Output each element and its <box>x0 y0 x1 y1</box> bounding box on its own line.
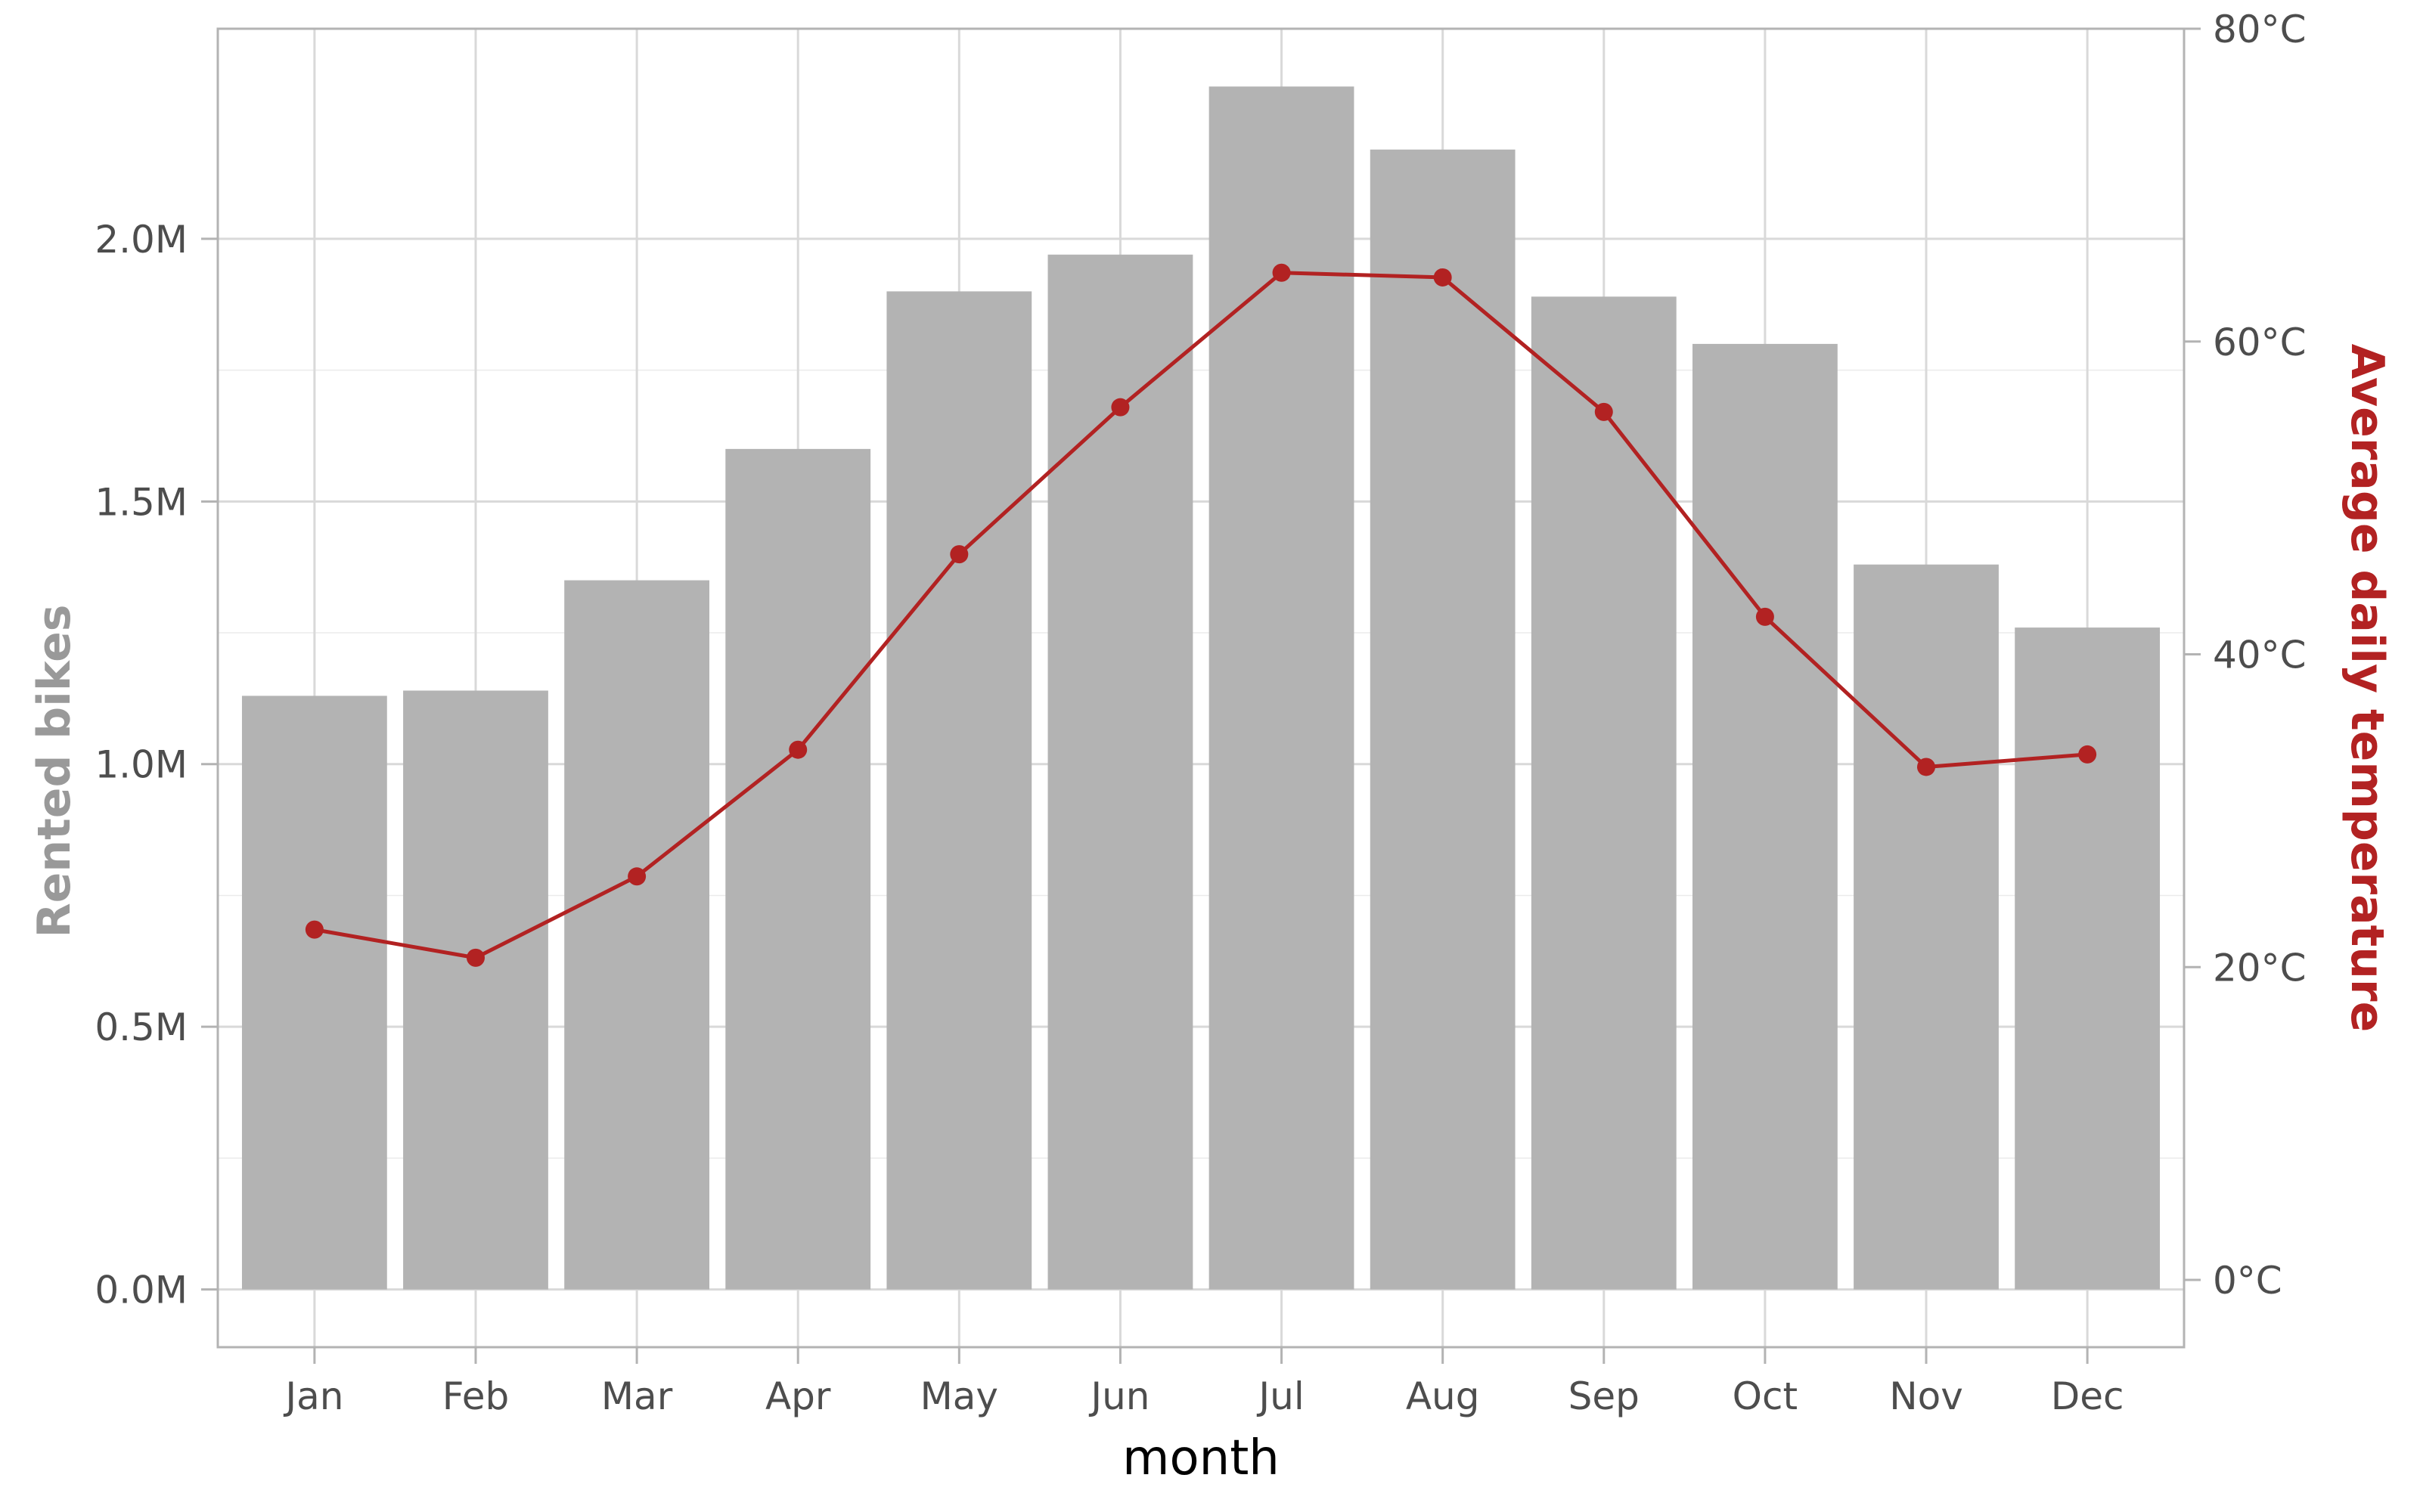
bar-nov <box>1854 564 1999 1290</box>
temperature-point-jun <box>1111 398 1130 417</box>
temperature-point-jan <box>305 920 324 939</box>
temperature-point-may <box>950 545 969 564</box>
bar-mar <box>564 580 709 1290</box>
x-axis-title: month <box>1122 1430 1280 1486</box>
x-tick-label: Nov <box>1889 1374 1963 1418</box>
temperature-point-apr <box>789 740 808 759</box>
temperature-point-aug <box>1433 268 1452 287</box>
temperature-point-dec <box>2078 745 2097 764</box>
y2-axis-title: Average daily temperature <box>2341 344 2394 1033</box>
x-axis: Jan Feb Mar Apr May Jun Jul Aug Sep Oct Nov Dec <box>283 1347 2124 1418</box>
y2-tick-label: 0°C <box>2213 1259 2282 1303</box>
y2-tick-label: 80°C <box>2213 8 2307 51</box>
bar-jul <box>1208 86 1354 1290</box>
y-tick-label: 1.5M <box>95 480 188 524</box>
y-axis-left: 0.0M 0.5M 1.0M 1.5M 2.0M <box>95 218 218 1312</box>
x-tick-label: Jun <box>1088 1374 1150 1418</box>
temperature-point-jul <box>1272 263 1291 282</box>
bar-series <box>241 86 2161 1290</box>
x-tick-label: May <box>920 1374 998 1418</box>
temperature-point-nov <box>1917 758 1936 776</box>
bar-sep <box>1531 296 1677 1290</box>
y-tick-label: 0.5M <box>95 1005 188 1049</box>
bar-feb <box>403 690 548 1290</box>
y2-tick-label: 60°C <box>2213 321 2307 364</box>
bar-oct <box>1692 343 1838 1290</box>
x-tick-label: Mar <box>601 1374 673 1418</box>
x-tick-label: Dec <box>2051 1374 2124 1418</box>
x-tick-label: Oct <box>1733 1374 1798 1418</box>
y-axis-right: 0°C 20°C 40°C 60°C 80°C <box>2184 8 2307 1303</box>
y2-tick-label: 40°C <box>2213 634 2307 677</box>
temperature-point-mar <box>628 867 647 886</box>
temperature-point-oct <box>1755 607 1774 626</box>
bar-apr <box>725 448 871 1290</box>
bar-dec <box>2015 627 2161 1290</box>
x-tick-label: Jan <box>283 1374 343 1418</box>
x-tick-label: Aug <box>1406 1374 1480 1418</box>
x-tick-label: Jul <box>1256 1374 1304 1418</box>
temperature-line <box>314 271 2088 960</box>
y-axis-title: Rented bikes <box>28 604 81 937</box>
temperature-series <box>305 263 2097 967</box>
x-tick-label: Sep <box>1568 1374 1640 1418</box>
bar-may <box>886 291 1032 1290</box>
bar-aug <box>1370 149 1516 1290</box>
y-tick-label: 2.0M <box>95 218 188 262</box>
y-tick-label: 1.0M <box>95 743 188 787</box>
x-tick-label: Feb <box>442 1374 510 1418</box>
y2-tick-label: 20°C <box>2213 946 2307 990</box>
y-tick-label: 0.0M <box>95 1269 188 1312</box>
bar-jan <box>241 696 387 1290</box>
panel-border <box>216 27 2186 1349</box>
temperature-point-feb <box>466 948 485 967</box>
bar-jun <box>1047 254 1193 1290</box>
x-tick-label: Apr <box>765 1374 831 1418</box>
temperature-point-sep <box>1594 402 1613 421</box>
